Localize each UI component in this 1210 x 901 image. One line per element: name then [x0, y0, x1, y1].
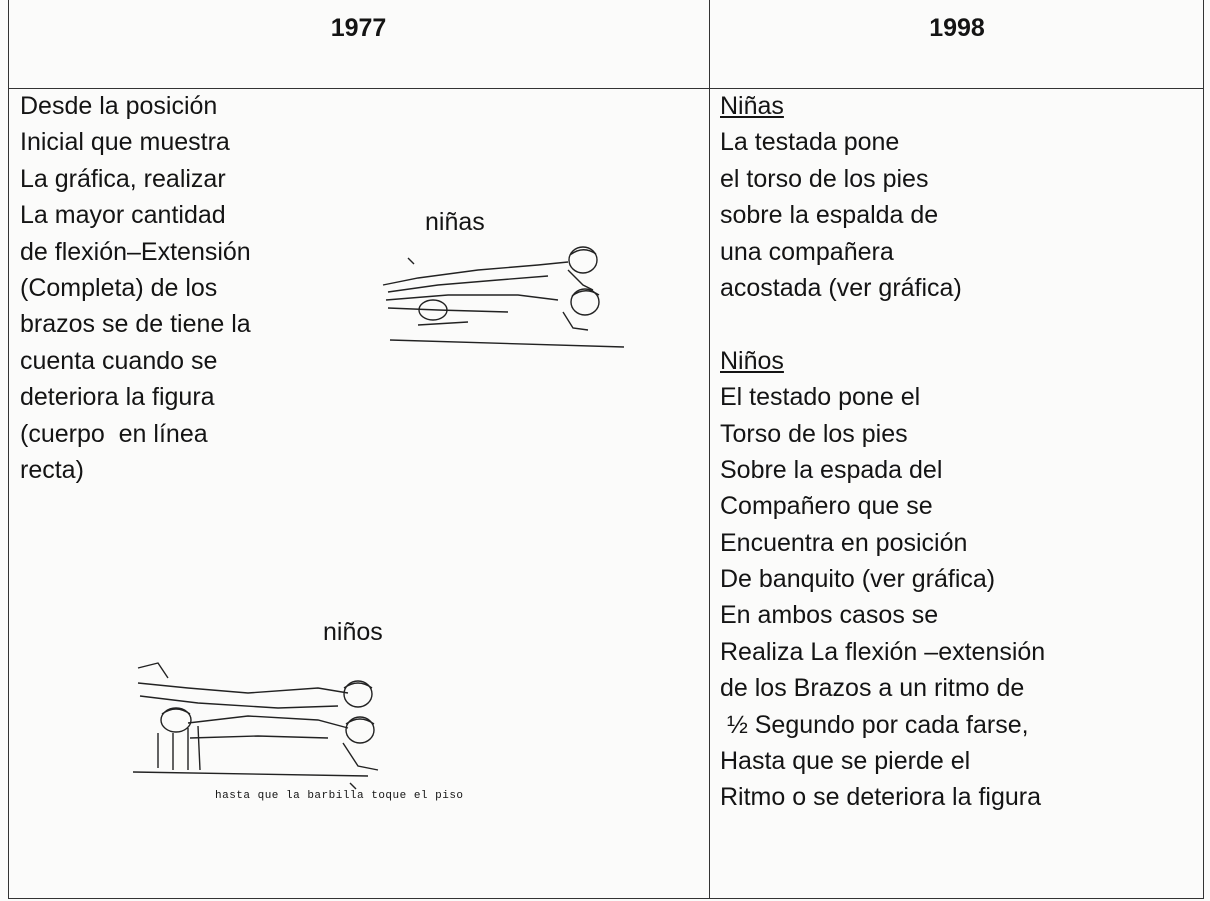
right-text: Niñas La testada pone el torso de los pies… [720, 88, 1045, 816]
text-line: (Completa) de los [20, 273, 218, 302]
text-line: acostada (ver gráfica) [720, 273, 962, 302]
figure-caption: hasta que la barbilla toque el piso [215, 790, 464, 802]
table-frame [8, 0, 1204, 899]
text-line: cuenta cuando se [20, 346, 218, 375]
text-line: sobre la espalda de [720, 201, 939, 230]
section-heading: Niños [720, 346, 784, 375]
figure-label: niñas [425, 208, 485, 236]
text-line: deteriora la figura [20, 383, 215, 412]
text-line: El testado pone el [720, 383, 921, 412]
text-line: brazos se de tiene la [20, 310, 251, 339]
text-line: el torso de los pies [720, 164, 929, 193]
text-line: Inicial que muestra [20, 128, 230, 157]
girls-illustration [382, 246, 625, 348]
text-line: (cuerpo en línea [20, 419, 208, 448]
text-line: Hasta que se pierde el [720, 747, 971, 776]
text-line: de los Brazos a un ritmo de [720, 674, 1025, 703]
boys-illustration [132, 662, 379, 790]
text-line: En ambos casos se [720, 601, 939, 630]
left-text: Desde la posición Inicial que muestra La g… [20, 88, 251, 488]
text-line: La gráfica, realizar [20, 164, 226, 193]
text-line: Torso de los pies [720, 419, 908, 448]
text-line: Realiza La flexión –extensión [720, 637, 1046, 666]
spacer [720, 306, 1045, 342]
header-rule [8, 88, 1204, 89]
text-line: ½ Segundo por cada farse, [720, 710, 1029, 739]
figure-label: niños [323, 618, 383, 646]
section-heading: Niñas [720, 92, 784, 120]
text-line: De banquito (ver gráfica) [720, 565, 996, 594]
text-line: Ritmo o se deteriora la figura [720, 783, 1041, 812]
text-line: Compañero que se [720, 492, 933, 521]
column-header: 1977 [330, 14, 387, 42]
text-line: de flexión–Extensión [20, 237, 251, 266]
text-line: recta) [20, 455, 84, 484]
text-line: una compañera [720, 237, 894, 266]
text-line: Sobre la espada del [720, 455, 943, 484]
column-header: 1998 [929, 14, 985, 42]
text-line: Encuentra en posición [720, 528, 968, 557]
text-line: La mayor cantidad [20, 201, 226, 230]
text-line: Desde la posición [20, 92, 218, 120]
text-line: La testada pone [720, 128, 900, 157]
column-divider [709, 0, 710, 899]
